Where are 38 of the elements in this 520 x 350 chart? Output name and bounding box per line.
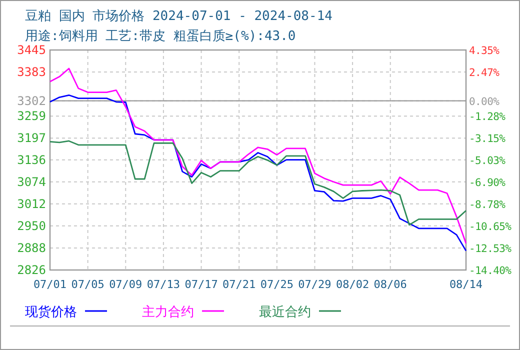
x-tick-label: 07/01 (33, 278, 67, 291)
legend-label: 最近合约 (259, 305, 311, 320)
y-tick-label: 2950 (17, 218, 46, 233)
x-tick-label: 07/25 (260, 278, 294, 291)
y2-tick-label: -8.78% (469, 199, 506, 212)
x-tick-label: 08/02 (336, 278, 370, 291)
y2-tick-label: -3.15% (469, 133, 506, 145)
y2-tick-label: -14.40% (469, 265, 512, 277)
y-tick-label: 2888 (17, 240, 46, 255)
legend-label: 现货价格 (25, 305, 77, 320)
x-tick-label: 07/17 (184, 278, 218, 291)
y-tick-label: 3074 (17, 174, 46, 189)
y2-tick-label: -10.65% (469, 221, 512, 233)
x-tick-label: 08/06 (374, 278, 407, 291)
y-tick-label: 3197 (17, 131, 46, 146)
chart-title: 豆粕 国内 市场价格 2024-07-01 - 2024-08-14 (25, 9, 333, 24)
y2-tick-label: 2.47% (469, 67, 500, 80)
y-tick-label: 3383 (17, 65, 46, 80)
y2-tick-label: -1.28% (469, 111, 506, 124)
x-tick-label: 08/14 (449, 278, 483, 291)
chart-subtitle: 用途:饲料用 工艺:带皮 粗蛋白质≥(%):43.0 (25, 29, 296, 44)
y-tick-label: 2826 (17, 263, 46, 277)
legend-label: 主力合约 (142, 304, 194, 320)
y2-tick-label: -12.53% (469, 243, 512, 256)
x-tick-label: 07/29 (298, 278, 332, 291)
y2-tick-label: 4.35% (469, 45, 500, 57)
y2-tick-label: -5.03% (469, 155, 506, 168)
y2-tick-label: 0.00% (469, 96, 500, 108)
y-tick-label: 3445 (17, 43, 46, 57)
x-tick-label: 07/09 (109, 278, 142, 291)
x-tick-label: 07/21 (222, 278, 256, 291)
x-tick-label: 07/05 (71, 278, 104, 291)
y-tick-label: 3302 (17, 94, 46, 108)
y2-tick-label: -6.90% (469, 177, 506, 189)
x-tick-label: 07/13 (146, 278, 180, 291)
y-tick-label: 3012 (17, 196, 46, 211)
y-tick-label: 3136 (17, 152, 46, 167)
y-tick-label: 3259 (17, 109, 46, 124)
